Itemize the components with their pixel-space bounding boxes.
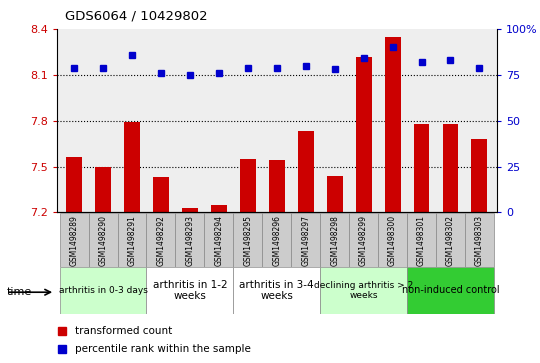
Text: GSM1498291: GSM1498291 — [127, 215, 137, 266]
Text: GSM1498300: GSM1498300 — [388, 215, 397, 266]
Bar — [320, 213, 349, 267]
Text: GSM1498290: GSM1498290 — [98, 215, 107, 266]
Bar — [465, 213, 494, 267]
Text: GSM1498289: GSM1498289 — [70, 215, 79, 266]
Text: GSM1498303: GSM1498303 — [475, 215, 484, 266]
Bar — [233, 267, 320, 314]
Bar — [407, 213, 436, 267]
Text: GSM1498296: GSM1498296 — [272, 215, 281, 266]
Text: arthritis in 1-2
weeks: arthritis in 1-2 weeks — [153, 280, 227, 301]
Text: arthritis in 3-4
weeks: arthritis in 3-4 weeks — [239, 280, 314, 301]
Bar — [66, 158, 82, 212]
Text: non-induced control: non-induced control — [402, 285, 500, 295]
Text: GSM1498302: GSM1498302 — [446, 215, 455, 266]
Bar — [182, 208, 198, 212]
Bar — [124, 122, 140, 212]
Text: GSM1498298: GSM1498298 — [330, 215, 339, 266]
Bar — [269, 160, 285, 212]
Bar — [327, 176, 342, 212]
Bar — [59, 267, 146, 314]
Text: GSM1498294: GSM1498294 — [214, 215, 224, 266]
Text: GDS6064 / 10429802: GDS6064 / 10429802 — [65, 10, 207, 23]
Bar — [471, 139, 488, 212]
Bar — [233, 213, 262, 267]
Bar — [356, 57, 372, 212]
Bar — [240, 159, 256, 212]
Bar — [407, 267, 494, 314]
Bar — [291, 213, 320, 267]
Bar — [378, 213, 407, 267]
Bar — [349, 213, 378, 267]
Bar — [146, 267, 233, 314]
Bar — [89, 213, 118, 267]
Bar — [146, 213, 176, 267]
Bar — [384, 37, 401, 212]
Text: arthritis in 0-3 days: arthritis in 0-3 days — [58, 286, 147, 295]
Bar — [320, 267, 407, 314]
Text: transformed count: transformed count — [75, 326, 172, 336]
Bar — [153, 177, 169, 212]
Text: GSM1498293: GSM1498293 — [185, 215, 194, 266]
Bar — [204, 213, 233, 267]
Text: percentile rank within the sample: percentile rank within the sample — [75, 344, 251, 354]
Bar — [442, 124, 458, 212]
Text: GSM1498299: GSM1498299 — [359, 215, 368, 266]
Bar — [118, 213, 146, 267]
Bar — [95, 167, 111, 212]
Bar — [298, 131, 314, 212]
Text: GSM1498297: GSM1498297 — [301, 215, 310, 266]
Text: time: time — [6, 287, 32, 297]
Bar — [414, 124, 429, 212]
Text: GSM1498292: GSM1498292 — [157, 215, 165, 266]
Bar — [176, 213, 204, 267]
Text: declining arthritis > 2
weeks: declining arthritis > 2 weeks — [314, 281, 413, 300]
Bar — [59, 213, 89, 267]
Bar — [211, 205, 227, 212]
Bar — [436, 213, 465, 267]
Text: GSM1498295: GSM1498295 — [244, 215, 252, 266]
Text: GSM1498301: GSM1498301 — [417, 215, 426, 266]
Bar — [262, 213, 291, 267]
